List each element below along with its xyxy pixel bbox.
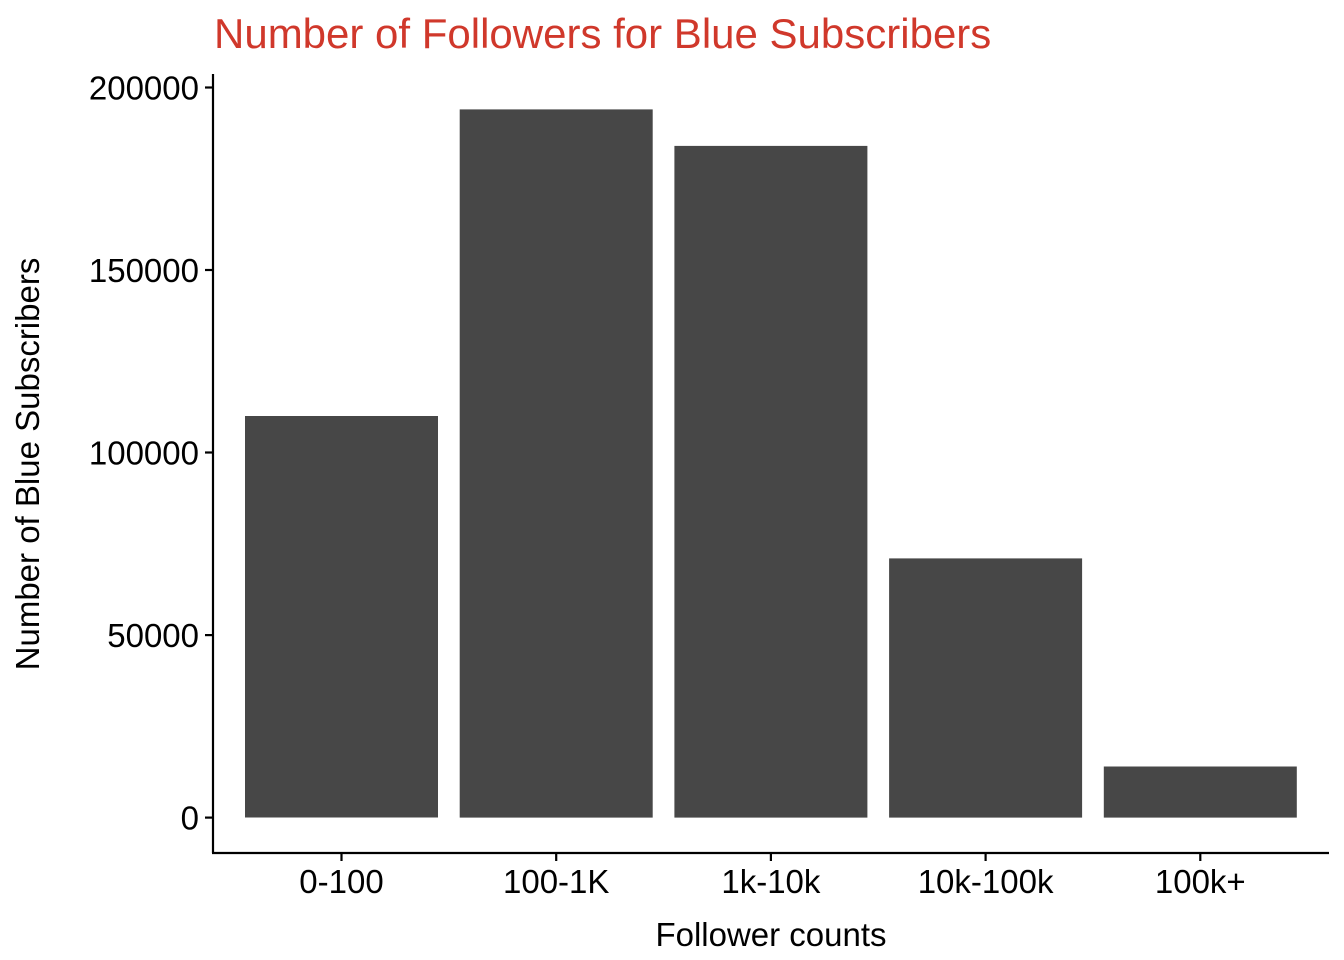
bars-group [245, 109, 1297, 818]
y-tick-label: 0 [181, 800, 199, 837]
y-tick-label: 200000 [89, 70, 199, 107]
y-axis-ticks: 0 50000 100000 150000 200000 [89, 70, 213, 837]
y-tick-label: 50000 [107, 617, 199, 654]
chart-title: Number of Followers for Blue Subscribers [214, 10, 991, 57]
x-tick-label: 1k-10k [721, 863, 821, 900]
x-tick-label: 0-100 [299, 863, 383, 900]
bar-100-1k [459, 109, 653, 818]
bar-0-100 [245, 416, 438, 818]
x-axis-ticks: 0-100 100-1K 1k-10k 10k-100k 100k+ [299, 853, 1246, 900]
x-tick-label: 100k+ [1155, 863, 1246, 900]
x-axis-title: Follower counts [655, 916, 886, 953]
y-tick-label: 100000 [89, 435, 199, 472]
x-tick-label: 100-1K [503, 863, 609, 900]
x-tick-label: 10k-100k [918, 863, 1054, 900]
bar-100k- [1103, 766, 1297, 818]
y-axis-title: Number of Blue Subscribers [9, 258, 46, 671]
y-tick-label: 150000 [89, 252, 199, 289]
bar-1k-10k [674, 145, 868, 818]
bar-10k-100k [889, 558, 1083, 818]
